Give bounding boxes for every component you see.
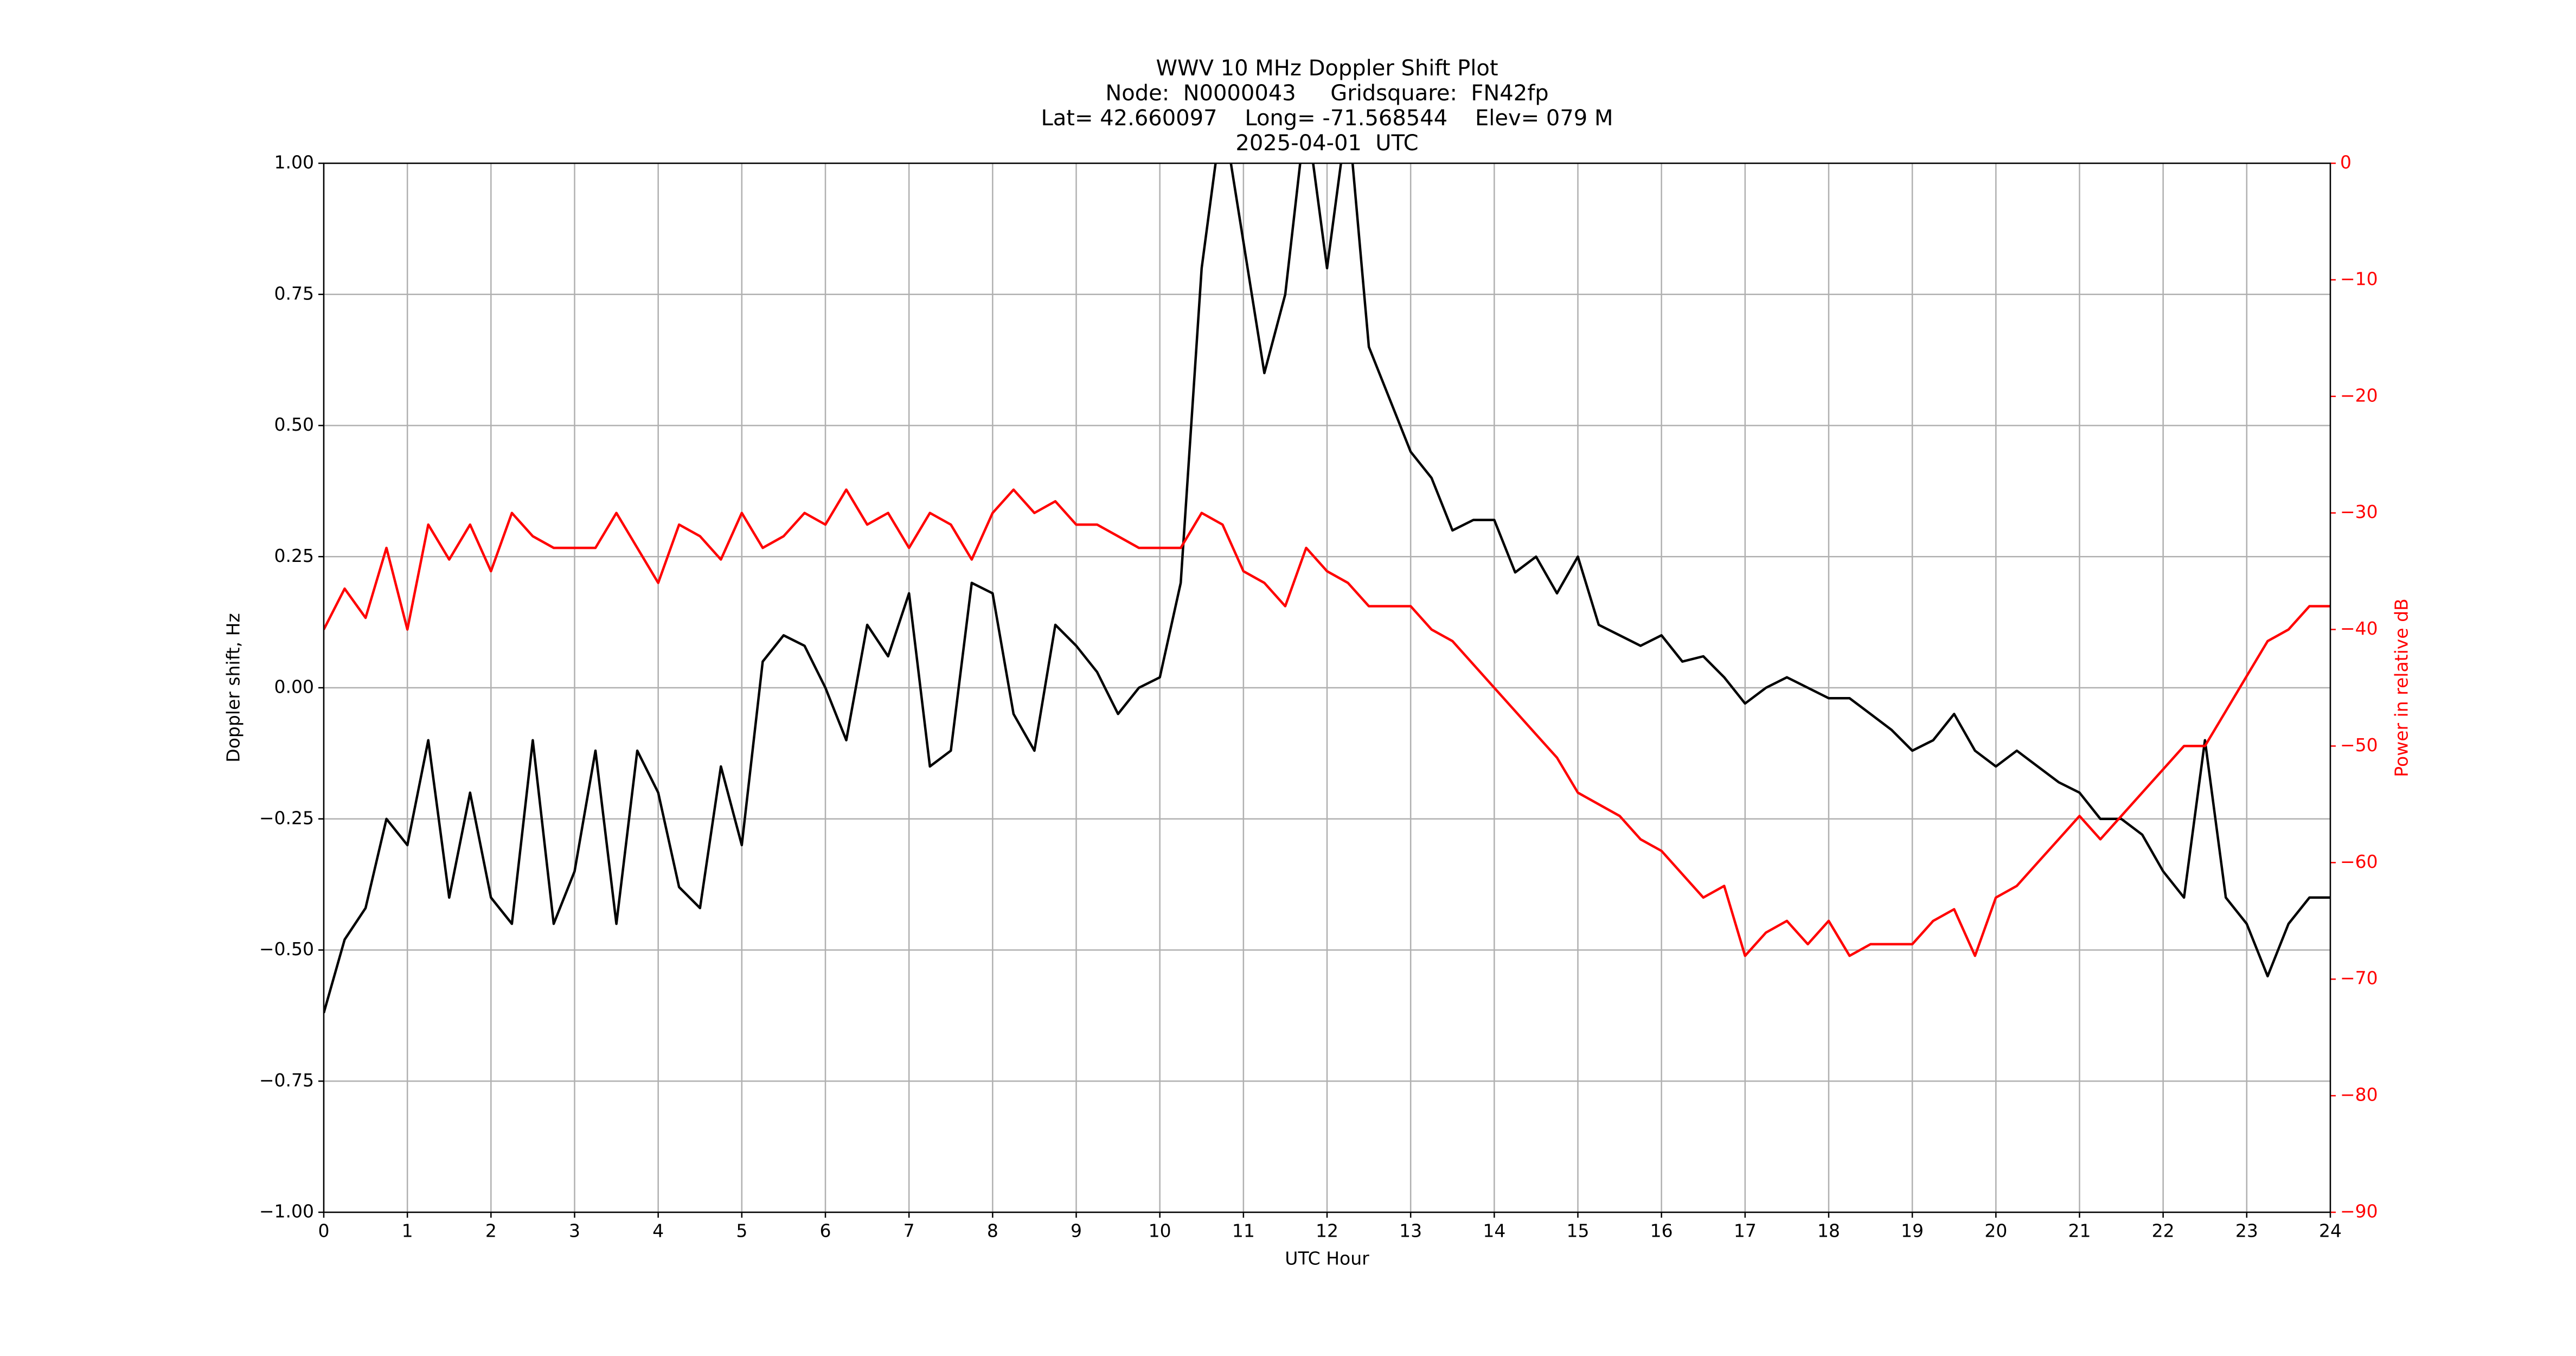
- chart-subtitle: Node: N0000043 Gridsquare: FN42fp: [1105, 81, 1548, 106]
- x-tick-label: 17: [1734, 1220, 1757, 1242]
- x-tick-label: 11: [1232, 1220, 1255, 1242]
- y-tick-label: 0.00: [274, 676, 314, 698]
- y2-tick-label: −20: [2340, 385, 2378, 406]
- y2-tick-label: −80: [2340, 1084, 2378, 1105]
- x-tick-label: 23: [2235, 1220, 2258, 1242]
- x-tick-label: 13: [1399, 1220, 1422, 1242]
- x-tick-label: 1: [402, 1220, 413, 1242]
- y-axis-label: Doppler shift, Hz: [223, 613, 244, 762]
- x-tick-label: 8: [987, 1220, 998, 1242]
- plot-frame: [323, 162, 2331, 1213]
- x-tick-label: 12: [1316, 1220, 1338, 1242]
- x-tick-label: 5: [736, 1220, 747, 1242]
- y-tick-label: −0.25: [259, 807, 314, 828]
- x-tick-label: 20: [1984, 1220, 2007, 1242]
- y-tick-label: 1.00: [274, 152, 314, 173]
- x-tick-label: 4: [652, 1220, 664, 1242]
- chart-title: WWV 10 MHz Doppler Shift Plot: [1156, 56, 1498, 81]
- y-tick-label: 0.75: [274, 283, 314, 304]
- x-axis-label: UTC Hour: [1285, 1248, 1369, 1269]
- chart-subtitle: Lat= 42.660097 Long= -71.568544 Elev= 07…: [1041, 106, 1613, 131]
- x-tick-label: 9: [1071, 1220, 1082, 1242]
- x-tick-label: 10: [1149, 1220, 1171, 1242]
- y2-tick-label: −60: [2340, 851, 2378, 872]
- y2-tick-label: −10: [2340, 268, 2378, 289]
- x-tick-label: 16: [1650, 1220, 1673, 1242]
- x-tick-label: 21: [2068, 1220, 2091, 1242]
- y2-axis-label: Power in relative dB: [2391, 598, 2412, 777]
- data-line: [324, 488, 2330, 957]
- y2-tick-label: 0: [2340, 152, 2351, 173]
- y2-tick-label: −50: [2340, 734, 2378, 756]
- data-line: [324, 163, 2330, 1014]
- x-tick-label: 22: [2152, 1220, 2175, 1242]
- x-tick-label: 3: [569, 1220, 580, 1242]
- x-tick-label: 24: [2319, 1220, 2342, 1242]
- y-tick-label: 0.50: [274, 414, 314, 435]
- y2-tick-label: −30: [2340, 501, 2378, 522]
- x-tick-label: 6: [820, 1220, 831, 1242]
- x-tick-label: 2: [485, 1220, 497, 1242]
- y-tick-label: −0.75: [259, 1070, 314, 1091]
- x-tick-label: 18: [1817, 1220, 1840, 1242]
- x-tick-label: 7: [903, 1220, 915, 1242]
- x-tick-label: 19: [1901, 1220, 1924, 1242]
- y-tick-label: −0.50: [259, 938, 314, 960]
- x-tick-label: 0: [318, 1220, 330, 1242]
- x-tick-label: 14: [1483, 1220, 1505, 1242]
- chart-subtitle: 2025-04-01 UTC: [1235, 131, 1418, 156]
- y2-tick-label: −90: [2340, 1201, 2378, 1222]
- y-tick-label: −1.00: [259, 1201, 314, 1222]
- y-tick-label: 0.25: [274, 545, 314, 566]
- x-tick-label: 15: [1567, 1220, 1590, 1242]
- y2-tick-label: −40: [2340, 618, 2378, 639]
- y2-tick-label: −70: [2340, 968, 2378, 989]
